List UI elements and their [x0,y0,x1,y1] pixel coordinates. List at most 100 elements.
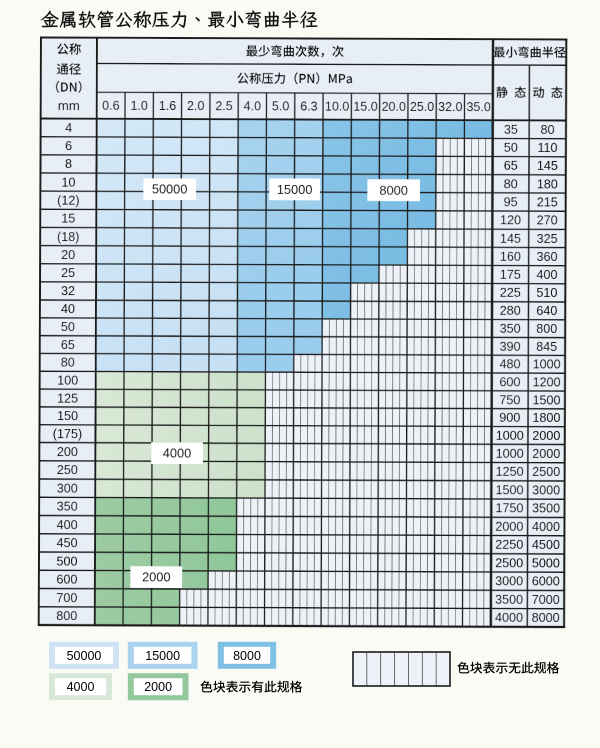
svg-text:10.0: 10.0 [325,100,349,114]
svg-text:2.5: 2.5 [215,99,232,113]
svg-text:1500: 1500 [532,393,560,407]
svg-text:1500: 1500 [496,483,524,497]
svg-text:4000: 4000 [163,446,192,461]
svg-text:160: 160 [500,250,521,264]
svg-text:750: 750 [499,393,520,407]
svg-text:2250: 2250 [495,538,523,552]
svg-text:1000: 1000 [496,429,524,443]
svg-text:3500: 3500 [532,502,560,516]
svg-text:10: 10 [61,175,75,189]
svg-text:25: 25 [61,266,75,280]
svg-text:1250: 1250 [496,465,524,479]
svg-text:400: 400 [57,518,78,532]
svg-text:100: 100 [57,374,78,388]
svg-text:800: 800 [56,609,77,623]
svg-text:1800: 1800 [532,411,560,425]
svg-text:3000: 3000 [495,574,523,588]
svg-text:2000: 2000 [532,429,560,443]
svg-text:1200: 1200 [533,375,561,389]
svg-text:110: 110 [537,141,557,155]
svg-text:6.3: 6.3 [300,99,317,113]
svg-text:80: 80 [541,123,555,137]
svg-text:6000: 6000 [532,575,560,589]
svg-text:80: 80 [504,177,518,191]
svg-text:4000: 4000 [67,680,95,694]
svg-text:640: 640 [536,304,557,318]
svg-text:(18): (18) [57,230,79,244]
svg-text:50000: 50000 [67,649,102,663]
svg-text:1750: 1750 [495,501,523,515]
svg-text:2000: 2000 [495,520,523,534]
svg-text:50: 50 [504,141,518,155]
svg-text:700: 700 [56,591,77,605]
svg-text:2000: 2000 [142,570,171,585]
svg-text:845: 845 [536,340,557,354]
svg-text:4500: 4500 [532,538,560,552]
svg-text:450: 450 [57,536,78,550]
svg-text:2.0: 2.0 [187,99,204,113]
svg-text:32: 32 [61,284,75,298]
svg-text:250: 250 [57,463,78,477]
svg-text:4.0: 4.0 [244,99,261,113]
svg-text:40: 40 [61,302,75,316]
svg-text:8000: 8000 [532,611,560,625]
svg-text:50000: 50000 [152,182,188,197]
svg-text:2500: 2500 [532,465,560,479]
svg-text:3000: 3000 [532,483,560,497]
svg-text:8000: 8000 [233,649,261,663]
svg-text:20: 20 [61,248,75,262]
svg-text:215: 215 [537,195,558,209]
svg-text:25.0: 25.0 [410,100,434,114]
svg-text:150: 150 [57,409,78,423]
svg-text:510: 510 [536,286,557,300]
svg-text:1.6: 1.6 [159,99,176,113]
svg-text:3500: 3500 [495,593,523,607]
svg-text:325: 325 [537,232,558,246]
svg-text:800: 800 [536,322,557,336]
svg-text:65: 65 [61,338,75,352]
svg-text:280: 280 [500,304,521,318]
svg-text:2000: 2000 [144,680,172,694]
svg-text:350: 350 [500,322,521,336]
svg-text:1000: 1000 [496,447,524,461]
svg-text:225: 225 [500,286,521,300]
svg-text:(175): (175) [53,427,82,441]
svg-text:35.0: 35.0 [466,100,490,114]
svg-text:8000: 8000 [379,183,408,198]
svg-text:7000: 7000 [532,593,560,607]
svg-text:1.0: 1.0 [130,99,147,113]
svg-text:270: 270 [537,214,558,228]
svg-text:300: 300 [57,481,78,495]
svg-text:120: 120 [500,213,521,227]
svg-text:35: 35 [504,123,518,137]
svg-text:600: 600 [499,375,520,389]
svg-text:175: 175 [500,268,521,282]
svg-text:360: 360 [537,250,558,264]
svg-text:15000: 15000 [277,182,313,197]
svg-text:15.0: 15.0 [353,100,377,114]
svg-text:(12): (12) [57,194,79,208]
svg-text:145: 145 [537,159,558,173]
svg-text:mm: mm [58,98,80,113]
svg-text:20.0: 20.0 [382,100,406,114]
svg-text:125: 125 [57,391,78,405]
svg-text:145: 145 [500,232,521,246]
svg-text:8: 8 [65,157,72,171]
svg-text:65: 65 [504,159,518,173]
svg-text:32.0: 32.0 [438,100,462,114]
svg-text:15: 15 [61,212,75,226]
svg-text:2500: 2500 [495,556,523,570]
svg-text:350: 350 [57,500,78,514]
svg-text:4000: 4000 [532,520,560,534]
svg-text:15000: 15000 [145,649,180,663]
svg-text:5000: 5000 [532,556,560,570]
svg-text:0.6: 0.6 [102,99,119,113]
svg-text:2000: 2000 [532,447,560,461]
svg-text:480: 480 [499,357,520,371]
svg-text:6: 6 [65,139,72,153]
svg-text:1000: 1000 [533,358,561,372]
svg-text:390: 390 [500,340,521,354]
svg-text:400: 400 [536,268,557,282]
svg-text:95: 95 [504,195,518,209]
svg-text:200: 200 [57,445,78,459]
